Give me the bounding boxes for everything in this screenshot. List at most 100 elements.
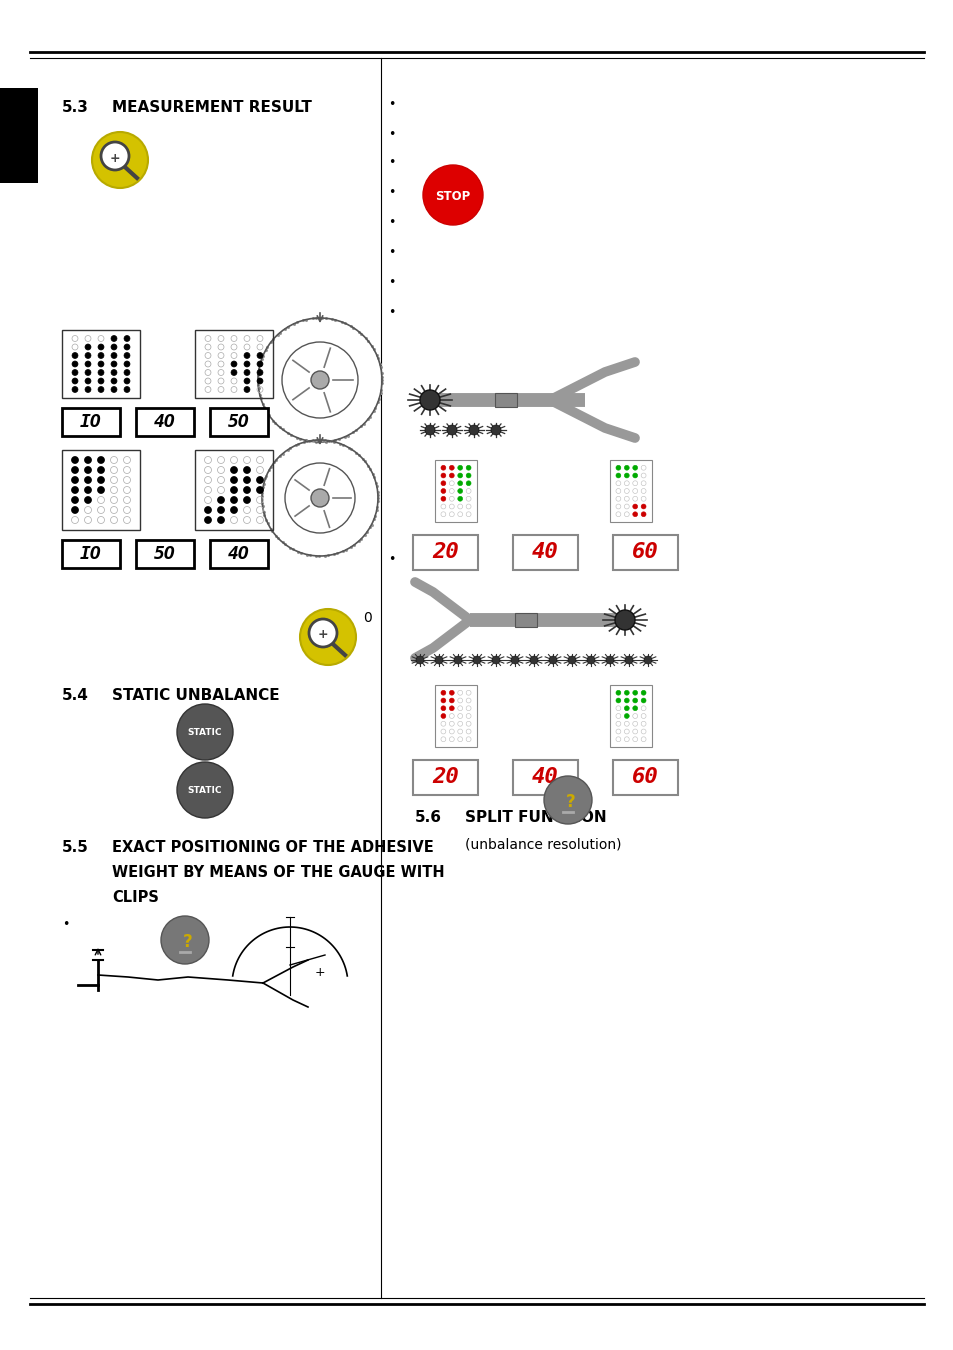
Circle shape [231,360,236,367]
Circle shape [466,472,471,478]
Text: 5.5: 5.5 [62,840,89,855]
Text: SPLIT FUNCTION: SPLIT FUNCTION [464,810,606,825]
Text: STATIC: STATIC [188,729,222,737]
Circle shape [623,466,629,470]
Circle shape [419,390,439,410]
Bar [495,393,517,406]
Circle shape [640,512,645,517]
Circle shape [491,425,500,435]
Circle shape [615,610,635,630]
Bar [194,450,273,531]
Circle shape [71,477,78,483]
Circle shape [640,690,645,695]
Circle shape [285,463,355,533]
Circle shape [457,466,462,470]
Circle shape [447,425,456,435]
Circle shape [457,497,462,501]
Circle shape [256,486,263,494]
Circle shape [632,504,637,509]
Circle shape [548,656,557,664]
Circle shape [98,378,104,383]
Circle shape [124,360,130,367]
Text: IO: IO [80,545,102,563]
Circle shape [457,472,462,478]
Circle shape [623,706,629,710]
Text: STATIC UNBALANCE: STATIC UNBALANCE [112,688,279,703]
Bar [194,329,273,398]
Circle shape [449,466,454,470]
Circle shape [543,776,592,823]
Text: 5.4: 5.4 [62,688,89,703]
Circle shape [71,497,78,504]
Circle shape [243,497,251,504]
Text: •: • [388,306,395,319]
Circle shape [623,698,629,703]
Circle shape [98,344,104,350]
Circle shape [217,517,224,524]
Circle shape [440,489,445,494]
Circle shape [454,656,461,664]
Circle shape [244,360,250,367]
Circle shape [256,370,263,375]
Text: STATIC: STATIC [188,787,222,795]
Circle shape [111,344,117,350]
Bar [0,88,38,184]
Circle shape [440,497,445,501]
Bar [136,408,193,436]
Circle shape [466,466,471,470]
Circle shape [616,698,620,703]
Circle shape [124,352,130,359]
Circle shape [71,386,78,393]
Text: ?: ? [183,933,193,950]
Circle shape [111,370,117,375]
Text: +: + [314,967,325,980]
Circle shape [85,370,91,375]
Circle shape [640,504,645,509]
Text: 20: 20 [432,543,458,563]
Circle shape [632,472,637,478]
Text: •: • [388,99,395,111]
Circle shape [457,489,462,494]
Text: 60: 60 [632,543,659,563]
Text: 5.3: 5.3 [62,100,89,115]
Circle shape [71,378,78,383]
Circle shape [492,656,499,664]
Circle shape [217,497,224,504]
Circle shape [85,467,91,474]
Circle shape [124,386,130,393]
Circle shape [85,344,91,350]
Text: 20: 20 [432,768,458,787]
Circle shape [640,698,645,703]
Text: MEASUREMENT RESULT: MEASUREMENT RESULT [112,100,312,115]
Circle shape [244,352,250,359]
Text: (unbalance resolution): (unbalance resolution) [464,838,620,852]
Circle shape [457,481,462,486]
Circle shape [256,352,263,359]
Circle shape [97,456,105,463]
Text: •: • [388,554,395,566]
Text: 40: 40 [532,768,558,787]
Text: CLIPS: CLIPS [112,890,159,905]
Text: +: + [110,151,120,165]
Circle shape [204,506,212,513]
Circle shape [632,512,637,517]
Text: STOP: STOP [435,190,470,204]
Circle shape [71,467,78,474]
Circle shape [616,466,620,470]
Circle shape [643,656,651,664]
Circle shape [466,481,471,486]
Circle shape [623,714,629,718]
Circle shape [231,486,237,494]
Circle shape [616,690,620,695]
Bar [515,613,537,626]
Circle shape [98,360,104,367]
Circle shape [231,506,237,513]
Bar [613,760,678,795]
Text: 5O: 5O [154,545,175,563]
Circle shape [449,472,454,478]
Circle shape [530,656,537,664]
Circle shape [98,370,104,375]
Circle shape [632,706,637,710]
Circle shape [124,344,130,350]
Text: •: • [388,128,395,140]
